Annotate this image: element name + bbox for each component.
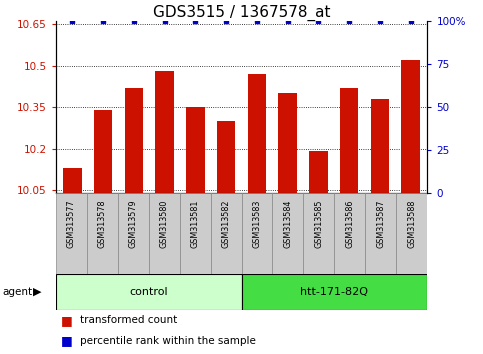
- Bar: [272, 193, 303, 274]
- Bar: [401, 60, 420, 193]
- Text: ▶: ▶: [33, 287, 42, 297]
- Bar: [217, 121, 235, 193]
- Bar: [180, 193, 211, 274]
- Bar: [370, 99, 389, 193]
- Bar: [86, 193, 117, 274]
- Bar: [366, 193, 397, 274]
- Text: GSM313581: GSM313581: [190, 199, 199, 248]
- Text: transformed count: transformed count: [80, 315, 177, 325]
- Text: GSM313583: GSM313583: [253, 199, 261, 248]
- Bar: [94, 110, 113, 193]
- Bar: [242, 274, 427, 310]
- Text: GSM313585: GSM313585: [314, 199, 324, 248]
- Bar: [156, 71, 174, 193]
- Bar: [63, 168, 82, 193]
- Bar: [125, 88, 143, 193]
- Bar: [303, 193, 334, 274]
- Bar: [56, 274, 242, 310]
- Bar: [248, 74, 266, 193]
- Text: GSM313580: GSM313580: [159, 199, 169, 248]
- Text: GSM313586: GSM313586: [345, 199, 355, 248]
- Bar: [397, 193, 427, 274]
- Text: ■: ■: [60, 314, 72, 327]
- Bar: [340, 88, 358, 193]
- Text: ■: ■: [60, 334, 72, 347]
- Text: htt-171-82Q: htt-171-82Q: [300, 287, 369, 297]
- Bar: [186, 107, 205, 193]
- Text: control: control: [129, 287, 168, 297]
- Bar: [149, 193, 180, 274]
- Text: GSM313578: GSM313578: [98, 199, 107, 248]
- Text: agent: agent: [2, 287, 32, 297]
- Bar: [334, 193, 366, 274]
- Text: GSM313582: GSM313582: [222, 199, 230, 248]
- Text: percentile rank within the sample: percentile rank within the sample: [80, 336, 256, 346]
- Text: GSM313579: GSM313579: [128, 199, 138, 248]
- Bar: [309, 152, 327, 193]
- Bar: [242, 193, 272, 274]
- Bar: [117, 193, 149, 274]
- Bar: [278, 93, 297, 193]
- Text: GSM313587: GSM313587: [376, 199, 385, 248]
- Bar: [56, 193, 86, 274]
- Title: GDS3515 / 1367578_at: GDS3515 / 1367578_at: [153, 5, 330, 21]
- Bar: [211, 193, 242, 274]
- Text: GSM313577: GSM313577: [67, 199, 75, 248]
- Text: GSM313588: GSM313588: [408, 199, 416, 248]
- Text: GSM313584: GSM313584: [284, 199, 293, 248]
